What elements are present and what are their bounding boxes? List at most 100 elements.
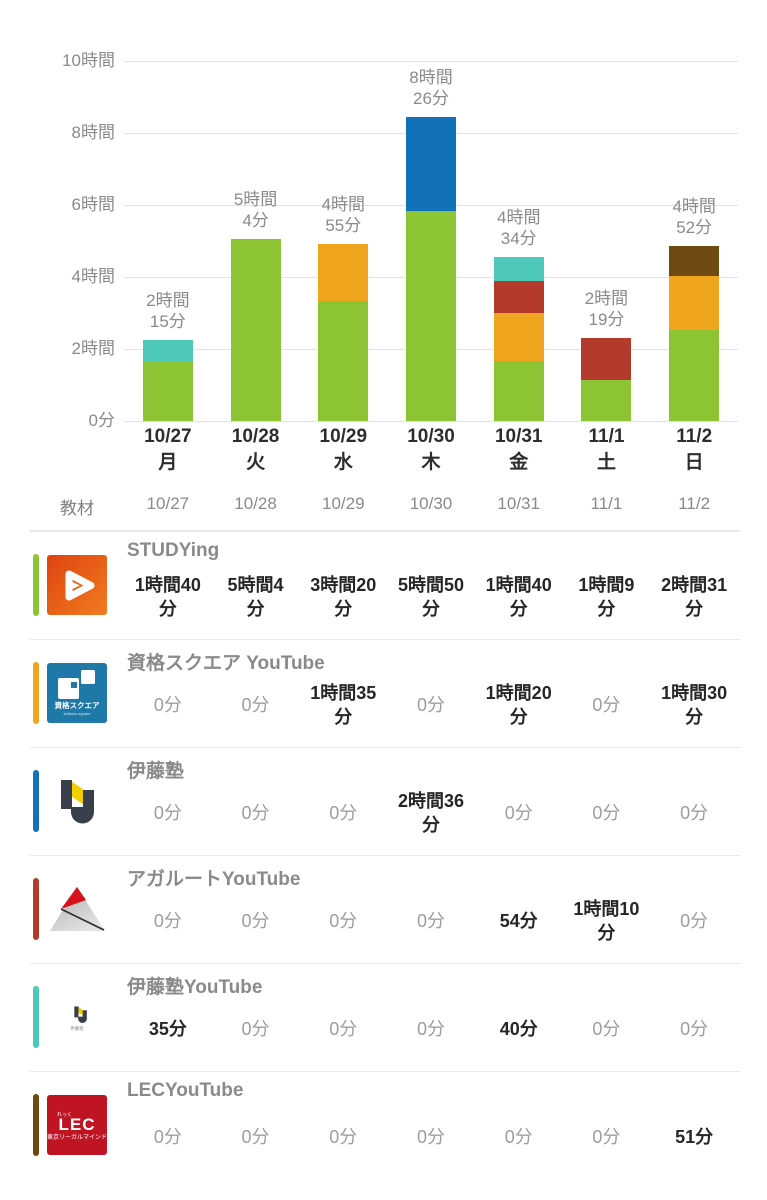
x-axis-date: 10/31 xyxy=(494,426,543,447)
svg-text:れっく: れっく xyxy=(57,1112,72,1118)
bar-column[interactable]: 4時間 52分 xyxy=(650,61,738,421)
time-cell: 5時間4分 xyxy=(227,575,284,619)
stacked-bar xyxy=(142,340,193,421)
x-axis-date: 10/30 xyxy=(407,426,455,447)
plot-area: 2時間 15分 5時間 4分 4時間 55分 8時間 26分 4時間 34分 2時間 19… xyxy=(124,61,738,422)
time-cell: 5時間50分 xyxy=(397,575,465,619)
x-axis-label: 10/28 火 xyxy=(212,425,300,474)
bars-layer: 2時間 15分 5時間 4分 4時間 55分 8時間 26分 4時間 34分 2時間 19… xyxy=(124,61,738,421)
material-values: 1時間40分 5時間4分 3時間20分 5時間50分 1時間40分 1時間9分 … xyxy=(124,561,738,633)
time-cell: 1時間35分 xyxy=(310,683,377,727)
x-axis-label: 11/2 日 xyxy=(650,425,738,474)
bar-segment[interactable] xyxy=(669,276,720,331)
itojuku-icon xyxy=(47,771,107,831)
time-cell: 0分 xyxy=(416,911,445,931)
material-row-lec-youtube[interactable]: れっく LEC 東京リーガルマインド LECYouTube 0分 0分 0分 0… xyxy=(0,1071,767,1179)
bar-segment[interactable] xyxy=(669,245,720,277)
bar-total-label: 4時間 52分 xyxy=(672,196,716,237)
accent-bar xyxy=(33,986,39,1048)
bar-total-label: 2時間 19分 xyxy=(584,288,629,329)
material-row-agaroot[interactable]: アガルートYouTube 0分 0分 0分 0分 54分 1時間10分 0分 xyxy=(0,855,767,963)
bar-segment[interactable] xyxy=(581,337,632,380)
bar-segment[interactable] xyxy=(493,280,544,313)
time-cell: 0分 xyxy=(680,911,709,931)
time-cell: 0分 xyxy=(416,695,445,715)
table-header-row: 教材 10/27 10/28 10/29 10/30 10/31 11/1 11… xyxy=(0,482,767,531)
time-cell: 0分 xyxy=(416,1019,445,1039)
bar-segment[interactable] xyxy=(406,117,457,211)
stacked-bar xyxy=(581,337,632,421)
bar-segment[interactable] xyxy=(406,211,457,421)
svg-text:shikaku square: shikaku square xyxy=(64,711,92,716)
time-cell: 1時間40分 xyxy=(485,575,552,619)
x-axis-label: 10/29 水 xyxy=(299,425,387,474)
material-title: 資格スクエア YouTube xyxy=(127,653,325,674)
bar-segment[interactable] xyxy=(318,244,369,301)
x-axis-weekday: 水 xyxy=(333,452,353,473)
bar-total-label: 5時間 4分 xyxy=(233,189,278,230)
material-title: STUDYing xyxy=(127,540,220,561)
material-row-itojuku[interactable]: 伊藤塾 0分 0分 0分 2時間36分 0分 0分 0分 xyxy=(0,747,767,855)
material-row-shikaku-square[interactable]: 資格スクエア shikaku square 資格スクエア YouTube 0分 … xyxy=(0,639,767,747)
accent-bar xyxy=(33,554,39,616)
time-cell: 0分 xyxy=(241,911,270,931)
bar-column[interactable]: 8時間 26分 xyxy=(387,61,475,421)
x-axis-label: 10/27 月 xyxy=(124,425,212,474)
y-axis-tick: 6時間 xyxy=(71,195,115,214)
table-header-dates: 10/27 10/28 10/29 10/30 10/31 11/1 11/2 xyxy=(124,494,738,514)
bar-column[interactable]: 2時間 15分 xyxy=(124,61,212,421)
material-row-itojuku-youtube[interactable]: 伊藤塾 伊藤塾YouTube 35分 0分 0分 0分 40分 0分 0分 xyxy=(0,963,767,1071)
bar-total-label: 8時間 26分 xyxy=(409,68,453,109)
bar-column[interactable]: 4時間 34分 xyxy=(475,61,563,421)
time-cell: 2時間31分 xyxy=(661,575,728,619)
bar-segment[interactable] xyxy=(493,313,544,361)
time-cell: 0分 xyxy=(416,1127,445,1147)
material-title: 伊藤塾YouTube xyxy=(127,977,263,998)
time-cell: 0分 xyxy=(153,911,182,931)
header-date: 10/28 xyxy=(234,494,277,513)
x-axis-label: 11/1 土 xyxy=(563,425,651,474)
svg-text:伊藤塾: 伊藤塾 xyxy=(70,1025,84,1032)
time-cell: 3時間20分 xyxy=(310,575,377,619)
time-cell: 1時間9分 xyxy=(578,575,635,619)
time-cell: 0分 xyxy=(329,1127,358,1147)
accent-bar xyxy=(33,878,39,940)
header-date: 10/30 xyxy=(409,494,453,513)
time-cell: 0分 xyxy=(680,803,709,823)
stacked-bar xyxy=(230,238,281,421)
bar-column[interactable]: 2時間 19分 xyxy=(563,61,651,421)
y-axis-tick: 10時間 xyxy=(62,51,115,70)
time-cell: 51分 xyxy=(675,1127,714,1147)
material-row-studying[interactable]: STUDYing 1時間40分 5時間4分 3時間20分 5時間50分 1時間4… xyxy=(0,531,767,639)
shikaku-square-icon: 資格スクエア shikaku square xyxy=(47,663,107,723)
bar-column[interactable]: 5時間 4分 xyxy=(212,61,300,421)
y-axis-tick: 8時間 xyxy=(71,123,115,142)
time-cell: 0分 xyxy=(241,1019,270,1039)
svg-text:資格スクエア: 資格スクエア xyxy=(55,700,100,710)
studying-icon xyxy=(47,555,107,615)
stacked-bar xyxy=(493,256,544,421)
materials-header-label: 教材 xyxy=(60,499,94,518)
x-axis-weekday: 土 xyxy=(596,452,616,473)
bar-total-label: 2時間 15分 xyxy=(146,291,190,331)
bar-segment[interactable] xyxy=(669,330,720,421)
time-cell: 1時間10分 xyxy=(573,899,640,943)
time-cell: 0分 xyxy=(153,695,182,715)
bar-total-label: 4時間 34分 xyxy=(497,207,541,248)
svg-text:LEC: LEC xyxy=(59,1115,96,1134)
bar-segment[interactable] xyxy=(581,379,632,421)
x-axis-date: 10/27 xyxy=(144,426,192,447)
bar-segment[interactable] xyxy=(493,256,544,281)
bar-column[interactable]: 4時間 55分 xyxy=(299,61,387,421)
itojuku-youtube-icon: 伊藤塾 xyxy=(47,987,107,1047)
bar-segment[interactable] xyxy=(230,238,281,421)
time-cell: 54分 xyxy=(499,911,538,931)
time-cell: 0分 xyxy=(329,803,358,823)
bar-segment[interactable] xyxy=(142,340,193,361)
bar-segment[interactable] xyxy=(318,301,369,421)
time-cell: 0分 xyxy=(241,695,270,715)
y-axis-tick: 4時間 xyxy=(71,267,115,286)
time-cell: 0分 xyxy=(241,803,270,823)
bar-segment[interactable] xyxy=(142,361,193,421)
bar-segment[interactable] xyxy=(493,361,544,421)
